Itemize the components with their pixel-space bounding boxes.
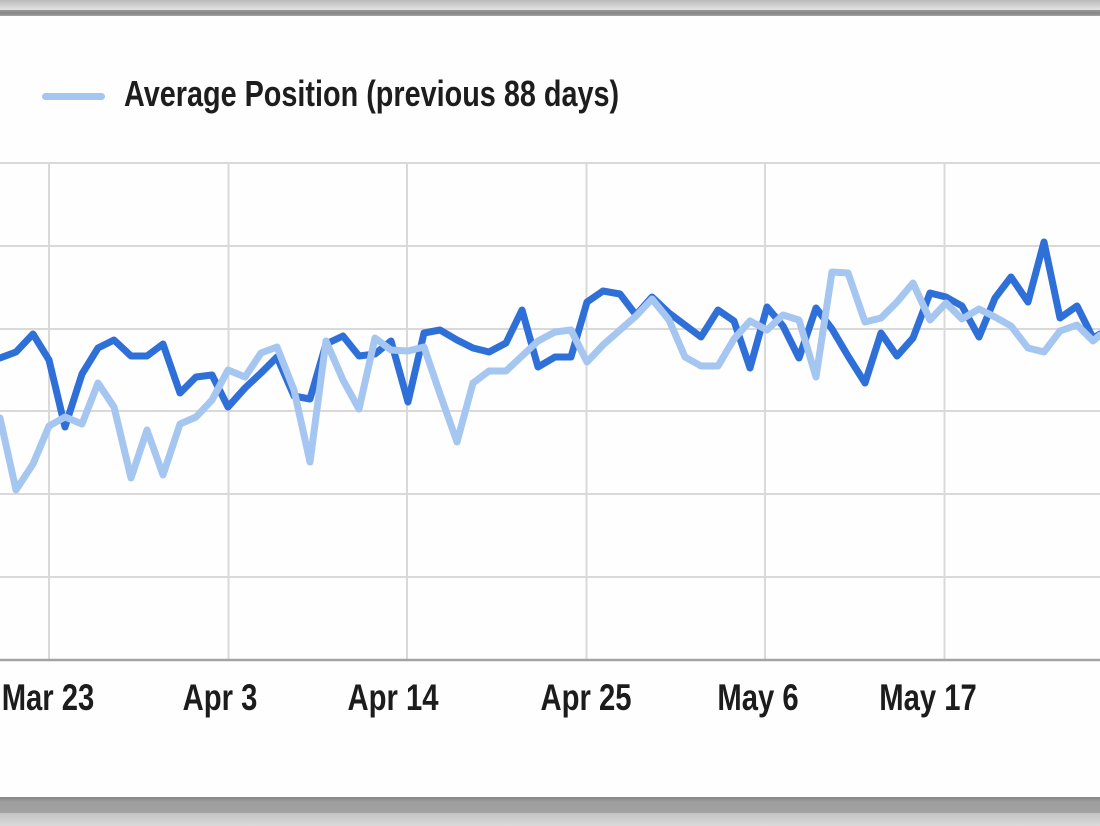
legend-label: Average Position (previous 88 days): [124, 73, 620, 114]
x-axis-tick-label: May 17: [879, 677, 977, 718]
window-bottom-edge-line: [0, 797, 1100, 813]
x-axis-tick-label: Apr 25: [540, 677, 632, 718]
x-axis-tick-label: Apr 14: [347, 677, 439, 718]
window-bottom-edge: [0, 813, 1100, 826]
window-top-edge: [0, 0, 1100, 10]
chart-legend: Average Position (previous 88 days): [0, 64, 1100, 124]
x-axis-tick-label: May 6: [717, 677, 799, 718]
x-axis-tick-label: Apr 3: [182, 677, 258, 718]
x-axis-tick-label: Mar 23: [1, 677, 95, 718]
window-top-edge-line: [0, 10, 1100, 16]
legend-line-swatch-icon: [42, 93, 105, 100]
series-previous-line[interactable]: [0, 268, 1100, 494]
